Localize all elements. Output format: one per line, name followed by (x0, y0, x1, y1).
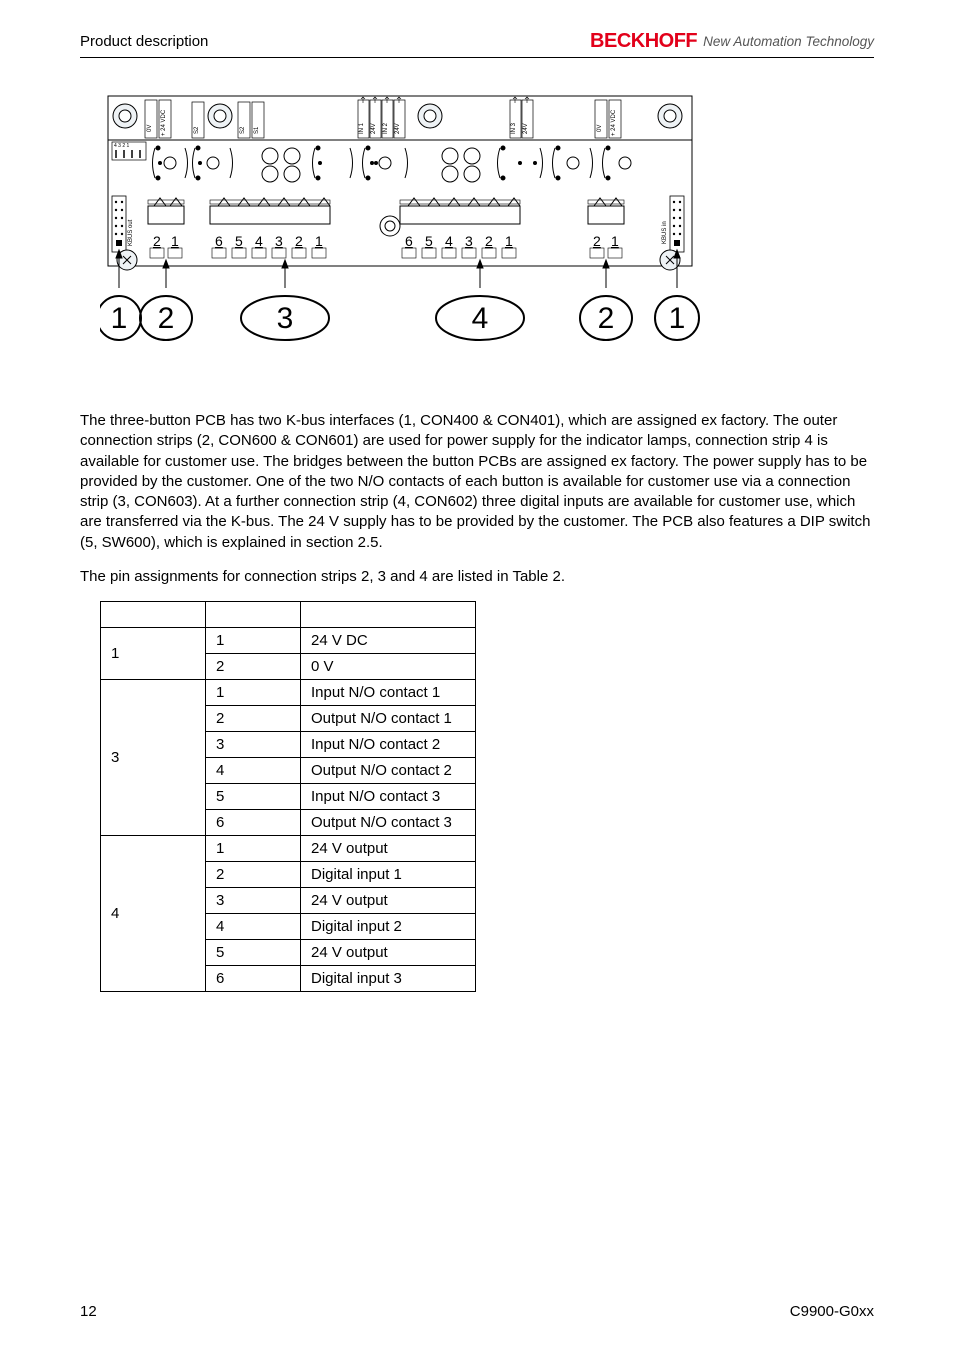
brand-tagline: New Automation Technology (703, 34, 874, 49)
svg-text:1: 1 (669, 302, 686, 335)
svg-text:IN 1: IN 1 (359, 122, 365, 134)
svg-text:1: 1 (111, 302, 128, 335)
svg-text:2: 2 (158, 302, 175, 335)
desc-cell: Output N/O contact 2 (301, 758, 476, 784)
page-header: Product description BECKHOFF New Automat… (80, 30, 874, 58)
strip-cell: 1 (101, 628, 206, 680)
svg-text:3: 3 (275, 233, 283, 249)
pin-cell: 5 (206, 784, 301, 810)
desc-cell: Input N/O contact 2 (301, 732, 476, 758)
pin-cell: 2 (206, 654, 301, 680)
page-number: 12 (80, 1303, 97, 1320)
svg-text:S2: S2 (194, 126, 200, 134)
pin-cell: 1 (206, 628, 301, 654)
desc-cell: Digital input 1 (301, 862, 476, 888)
desc-cell: Digital input 2 (301, 914, 476, 940)
pin-cell: 3 (206, 888, 301, 914)
pin-cell: 2 (206, 706, 301, 732)
pin-assignment-table: 1124 V DC20 V31Input N/O contact 12Outpu… (100, 601, 476, 992)
svg-text:24V: 24V (395, 123, 401, 134)
strip-cell: 3 (101, 680, 206, 836)
desc-cell: Digital input 3 (301, 966, 476, 992)
page-footer: 12 C9900-G0xx (80, 1303, 874, 1320)
desc-cell: Output N/O contact 3 (301, 810, 476, 836)
pin-cell: 6 (206, 810, 301, 836)
svg-text:6: 6 (405, 233, 413, 249)
desc-cell: 24 V output (301, 888, 476, 914)
pcb-diagram: 0V + 24 VDC S2 S2 S1 IN 1 24V IN 2 (100, 88, 700, 381)
desc-cell: 0 V (301, 654, 476, 680)
svg-text:1: 1 (611, 233, 619, 249)
desc-cell: 24 V output (301, 940, 476, 966)
pin-cell: 3 (206, 732, 301, 758)
table-row: 1124 V DC (101, 628, 476, 654)
svg-text:S1: S1 (254, 126, 260, 134)
svg-text:4 3 2 1: 4 3 2 1 (114, 143, 130, 149)
svg-text:2: 2 (593, 233, 601, 249)
svg-text:4: 4 (472, 302, 489, 335)
svg-text:5: 5 (235, 233, 243, 249)
doc-number: C9900-G0xx (790, 1303, 874, 1320)
brand-name: BECKHOFF (590, 30, 697, 53)
svg-text:2: 2 (153, 233, 161, 249)
paragraph-1: The three-button PCB has two K-bus inter… (80, 411, 874, 553)
svg-text:2: 2 (485, 233, 493, 249)
svg-text:24V: 24V (371, 123, 377, 134)
svg-text:1: 1 (505, 233, 513, 249)
paragraph-2: The pin assignments for connection strip… (80, 567, 874, 587)
pin-cell: 2 (206, 862, 301, 888)
section-title: Product description (80, 33, 208, 50)
svg-text:S2: S2 (240, 126, 246, 134)
svg-text:KBUS in: KBUS in (662, 221, 668, 244)
svg-text:3: 3 (277, 302, 294, 335)
pin-cell: 4 (206, 914, 301, 940)
svg-text:5: 5 (425, 233, 433, 249)
svg-text:2: 2 (598, 302, 615, 335)
svg-text:24V: 24V (523, 123, 529, 134)
desc-cell: 24 V DC (301, 628, 476, 654)
svg-text:+ 24 VDC: + 24 VDC (161, 109, 167, 136)
pin-cell: 6 (206, 966, 301, 992)
svg-text:3: 3 (465, 233, 473, 249)
pin-cell: 4 (206, 758, 301, 784)
table-header-strip (101, 602, 206, 628)
desc-cell: Input N/O contact 1 (301, 680, 476, 706)
svg-text:1: 1 (171, 233, 179, 249)
table-header-row (101, 602, 476, 628)
svg-text:0V: 0V (147, 125, 153, 132)
desc-cell: 24 V output (301, 836, 476, 862)
svg-text:0V: 0V (597, 125, 603, 132)
table-header-pin (206, 602, 301, 628)
svg-text:IN 2: IN 2 (383, 122, 389, 134)
table-row: 4124 V output (101, 836, 476, 862)
pcb-svg: 0V + 24 VDC S2 S2 S1 IN 1 24V IN 2 (100, 88, 700, 378)
svg-text:1: 1 (315, 233, 323, 249)
svg-text:+ 24 VDC: + 24 VDC (611, 109, 617, 136)
svg-text:2: 2 (295, 233, 303, 249)
desc-cell: Input N/O contact 3 (301, 784, 476, 810)
svg-text:4: 4 (255, 233, 263, 249)
svg-text:IN 3: IN 3 (511, 122, 517, 134)
table-row: 31Input N/O contact 1 (101, 680, 476, 706)
pin-cell: 5 (206, 940, 301, 966)
pin-cell: 1 (206, 680, 301, 706)
table-header-desc (301, 602, 476, 628)
svg-text:KBUS out: KBUS out (128, 219, 134, 246)
svg-text:6: 6 (215, 233, 223, 249)
brand-block: BECKHOFF New Automation Technology (590, 30, 874, 53)
desc-cell: Output N/O contact 1 (301, 706, 476, 732)
pin-cell: 1 (206, 836, 301, 862)
strip-cell: 4 (101, 836, 206, 992)
svg-text:4: 4 (445, 233, 453, 249)
